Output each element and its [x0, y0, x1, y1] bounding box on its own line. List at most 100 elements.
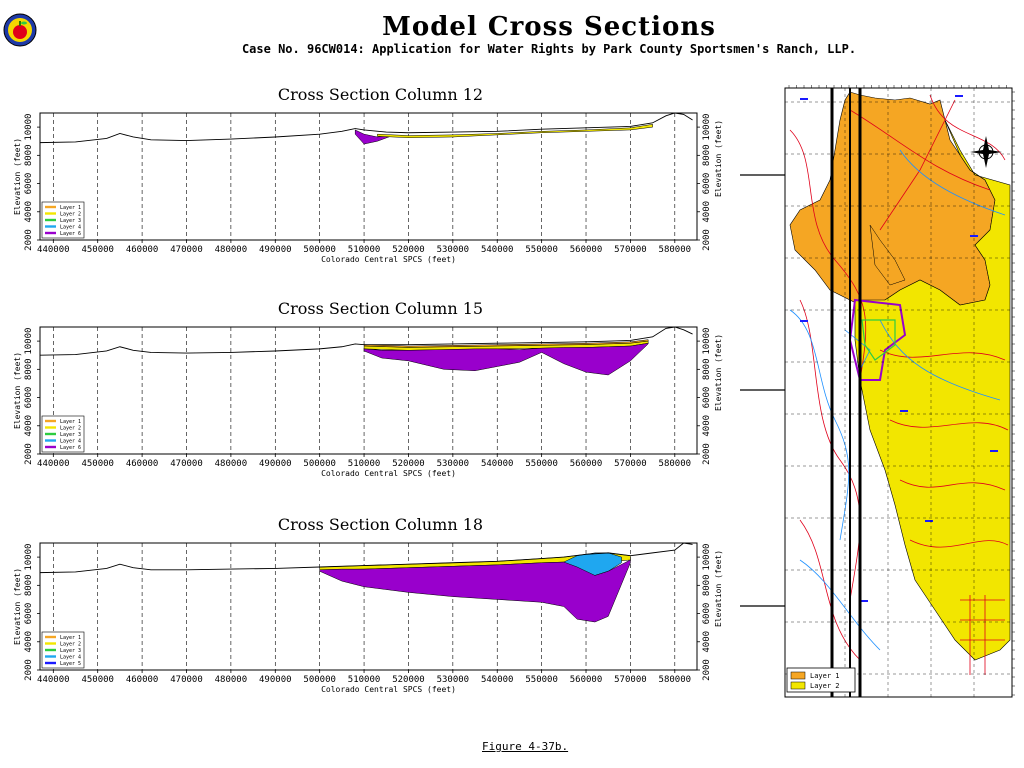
ground-surface-line	[39, 112, 693, 144]
legend-label: Layer 5	[60, 661, 81, 667]
y-tick-label-right: 8000	[702, 358, 712, 380]
y-tick-label-right: 10000	[702, 328, 712, 355]
legend-label: Layer 4	[60, 225, 81, 231]
y-tick-label-left: 8000	[24, 358, 34, 380]
map-legend: Layer 1 Layer 2	[786, 667, 856, 693]
x-axis-label: Colorado Central SPCS (feet)	[321, 255, 456, 264]
legend-label: Layer 1	[60, 205, 81, 211]
x-tick-label: 460000	[126, 245, 159, 255]
road-line	[899, 479, 1006, 491]
road-line	[929, 94, 1006, 161]
layer-fill-layer-6	[319, 559, 631, 623]
legend-label: Layer 4	[60, 655, 81, 661]
x-tick-label: 450000	[81, 675, 114, 685]
x-tick-label: 460000	[126, 459, 159, 469]
x-tick-label: 500000	[303, 245, 336, 255]
y-tick-label-left: 4000	[24, 415, 34, 437]
x-tick-label: 480000	[215, 245, 248, 255]
y-tick-label-right: 6000	[702, 173, 712, 195]
road-line	[849, 109, 991, 191]
y-tick-label-right: 6000	[702, 387, 712, 409]
blue-marker	[970, 235, 978, 237]
layer-fill-layer-6	[363, 342, 649, 376]
legend-label: Layer 1	[60, 635, 81, 641]
legend-label: Layer 3	[60, 648, 81, 654]
y-tick-label-right: 2000	[702, 659, 712, 681]
layer-fill-layer-2	[377, 123, 653, 138]
y-tick-label-left: 6000	[24, 173, 34, 195]
y-tick-label-left: 6000	[24, 603, 34, 625]
x-tick-label: 540000	[481, 675, 514, 685]
legend-label: Layer 1	[60, 419, 81, 425]
y-axis-label-right: Elevation (feet)	[714, 550, 723, 627]
x-tick-label: 500000	[303, 459, 336, 469]
x-tick-label: 550000	[525, 675, 558, 685]
x-axis-label: Colorado Central SPCS (feet)	[321, 469, 456, 478]
figure-label: Figure 4-37b.	[482, 740, 569, 753]
chart-title: Cross Section Column 15	[278, 299, 483, 318]
y-axis-label-right: Elevation (feet)	[714, 120, 723, 197]
road-line	[879, 99, 956, 231]
legend-label: Layer 4	[60, 439, 81, 445]
x-tick-label: 490000	[259, 459, 292, 469]
y-tick-label-right: 4000	[702, 631, 712, 653]
ground-surface-line	[39, 326, 693, 356]
x-tick-label: 450000	[81, 245, 114, 255]
x-tick-label: 510000	[348, 245, 381, 255]
page-title: Model Cross Sections	[382, 12, 716, 42]
legend-label: Layer 2	[60, 642, 81, 648]
y-tick-label-left: 2000	[24, 443, 34, 465]
x-tick-label: 540000	[481, 459, 514, 469]
x-tick-label: 570000	[614, 459, 647, 469]
x-tick-label: 530000	[437, 459, 470, 469]
x-tick-label: 500000	[303, 675, 336, 685]
map-legend-label: Layer 2	[810, 682, 840, 690]
y-tick-label-right: 2000	[702, 443, 712, 465]
y-tick-label-left: 4000	[24, 201, 34, 223]
apple-seal-logo	[3, 13, 37, 47]
x-tick-label: 520000	[392, 675, 425, 685]
y-tick-label-left: 10000	[24, 328, 34, 355]
x-tick-label: 570000	[614, 675, 647, 685]
stream-line	[879, 319, 1001, 401]
plot-frame	[39, 112, 698, 241]
y-tick-label-right: 2000	[702, 229, 712, 251]
x-tick-label: 480000	[215, 675, 248, 685]
x-tick-label: 530000	[437, 675, 470, 685]
x-axis-label: Colorado Central SPCS (feet)	[321, 685, 456, 694]
cross-section-panel-1: Cross Section Column 12 440000 450000 46000…	[13, 85, 723, 264]
ground-surface-line	[39, 542, 693, 574]
road-line	[960, 595, 1005, 675]
y-tick-label-right: 10000	[702, 114, 712, 141]
x-tick-label: 570000	[614, 245, 647, 255]
stream-line	[799, 559, 881, 651]
stream-line	[844, 329, 871, 371]
x-tick-label: 510000	[348, 459, 381, 469]
x-tick-label: 480000	[215, 459, 248, 469]
y-tick-label-right: 6000	[702, 603, 712, 625]
compass-arms	[970, 136, 1002, 168]
y-axis-label-right: Elevation (feet)	[714, 334, 723, 411]
page-subtitle: Case No. 96CW014: Application for Water …	[241, 42, 857, 56]
cross-section-panel-3: Cross Section Column 18 440000 450000 46000…	[13, 515, 723, 694]
chart-title: Cross Section Column 18	[278, 515, 483, 534]
road-line	[879, 349, 1006, 361]
y-tick-label-right: 10000	[702, 544, 712, 571]
stream-line	[899, 149, 1006, 216]
road-line	[889, 419, 1009, 431]
x-tick-label: 560000	[570, 675, 603, 685]
cross-section-panel-2: Cross Section Column 15 440000 450000 46000…	[13, 299, 723, 478]
road-line	[799, 299, 861, 601]
legend-label: Layer 2	[60, 212, 81, 218]
x-tick-label: 470000	[170, 675, 203, 685]
x-tick-label: 580000	[659, 245, 692, 255]
plot-frame	[39, 326, 698, 455]
road-line	[799, 519, 861, 661]
y-tick-label-left: 2000	[24, 659, 34, 681]
legend-label: Layer 3	[60, 218, 81, 224]
chart-title: Cross Section Column 12	[278, 85, 483, 104]
